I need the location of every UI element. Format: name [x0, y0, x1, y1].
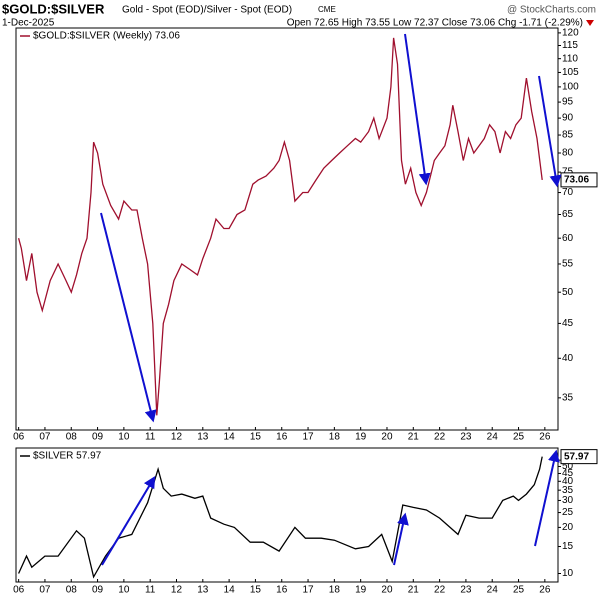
x-tick-label: 12: [171, 585, 183, 596]
x-tick-label: 14: [224, 432, 236, 443]
x-tick-label: 12: [171, 432, 183, 443]
x-tick-label: 18: [329, 432, 341, 443]
annotations: [100, 33, 562, 566]
x-tick-label: 24: [487, 432, 499, 443]
y-tick-label: 25: [562, 507, 574, 518]
x-tick-label: 11: [145, 585, 156, 596]
x-tick-label: 16: [276, 432, 288, 443]
exchange: CME: [318, 5, 336, 14]
x-tick-label: 26: [539, 585, 551, 596]
y-tick-label: 40: [562, 476, 574, 487]
x-tick-label: 23: [460, 585, 472, 596]
x-tick-label: 22: [434, 585, 446, 596]
x-tick-label: 19: [355, 432, 367, 443]
arrow: [404, 33, 431, 186]
y-tick-label: 120: [562, 28, 579, 39]
line: [18, 456, 543, 579]
x-tick-label: 16: [276, 585, 288, 596]
y-tick-label: 70: [562, 187, 574, 198]
arrow: [101, 475, 156, 566]
y-tick-label: 35: [562, 392, 574, 403]
x-tick-label: 06: [13, 432, 25, 443]
arrow: [393, 512, 409, 566]
y-tick-label: 95: [562, 97, 574, 108]
legend-label: $SILVER 57.97: [33, 451, 102, 462]
x-tick-label: 07: [39, 432, 51, 443]
x-tick-label: 13: [197, 432, 209, 443]
x-tick-label: 14: [224, 585, 236, 596]
y-tick-label: 10: [562, 568, 574, 579]
x-tick-label: 17: [302, 432, 314, 443]
x-tick-label: 08: [66, 585, 78, 596]
arrow: [100, 212, 157, 423]
date: 1-Dec-2025: [2, 18, 55, 29]
x-tick-label: 20: [381, 432, 393, 443]
x-tick-label: 22: [434, 432, 446, 443]
y-tick-label: 85: [562, 130, 574, 141]
x-tick-label: 23: [460, 432, 472, 443]
x-tick-label: 25: [513, 585, 525, 596]
x-tick-label: 09: [92, 585, 104, 596]
y-tick-label: 45: [562, 468, 574, 479]
plot-frame: [15, 447, 559, 583]
y-tick-label: 30: [562, 495, 574, 506]
y-tick-label: 20: [562, 522, 574, 533]
x-tick-label: 13: [197, 585, 209, 596]
source: @ StockCharts.com: [507, 5, 596, 16]
last-value-label: 57.97: [564, 451, 589, 462]
y-tick-label: 75: [562, 167, 574, 178]
x-tick-label: 15: [250, 432, 262, 443]
line: [17, 37, 543, 416]
y-tick-label: 100: [562, 82, 579, 93]
last-value-box: [560, 449, 598, 465]
y-tick-label: 35: [562, 485, 574, 496]
x-tick-label: 19: [355, 585, 367, 596]
y-tick-label: 50: [562, 461, 574, 472]
y-tick-label: 60: [562, 233, 574, 244]
x-tick-label: 11: [145, 432, 156, 443]
x-tick-label: 06: [13, 585, 25, 596]
symbol: $GOLD:$SILVER: [2, 1, 105, 16]
description: Gold - Spot (EOD)/Silver - Spot (EOD): [122, 5, 292, 16]
y-tick-label: 80: [562, 148, 574, 159]
x-tick-label: 15: [250, 585, 262, 596]
y-tick-label: 45: [562, 318, 574, 329]
y-tick-label: 90: [562, 113, 574, 124]
quote: Open 72.65 High 73.55 Low 72.37 Close 73…: [287, 18, 583, 29]
last-value-label: 73.06: [564, 175, 589, 186]
arrow: [538, 75, 562, 188]
x-tick-label: 26: [539, 432, 551, 443]
y-tick-label: 115: [562, 40, 578, 51]
arrow: [534, 449, 560, 547]
x-tick-label: 21: [408, 585, 420, 596]
y-tick-label: 105: [562, 67, 579, 78]
y-tick-label: 110: [562, 53, 578, 64]
y-tick-label: 55: [562, 259, 574, 270]
x-tick-label: 20: [381, 585, 393, 596]
y-tick-label: 65: [562, 209, 574, 220]
x-tick-label: 18: [329, 585, 341, 596]
x-tick-label: 17: [302, 585, 314, 596]
layer: 3540455055606570758085909510010511011512…: [13, 28, 598, 596]
x-tick-label: 10: [118, 432, 130, 443]
x-tick-label: 09: [92, 432, 104, 443]
x-tick-label: 25: [513, 432, 525, 443]
x-tick-label: 07: [39, 585, 51, 596]
x-tick-label: 21: [408, 432, 420, 443]
y-tick-label: 50: [562, 287, 574, 298]
y-tick-label: 15: [562, 541, 574, 552]
down-arrow: [586, 20, 594, 26]
y-tick-label: 40: [562, 353, 574, 364]
x-tick-label: 24: [487, 585, 499, 596]
x-tick-label: 10: [118, 585, 130, 596]
x-tick-label: 08: [66, 432, 78, 443]
plot-frame: [15, 27, 559, 431]
legend-label: $GOLD:$SILVER (Weekly) 73.06: [33, 31, 180, 42]
